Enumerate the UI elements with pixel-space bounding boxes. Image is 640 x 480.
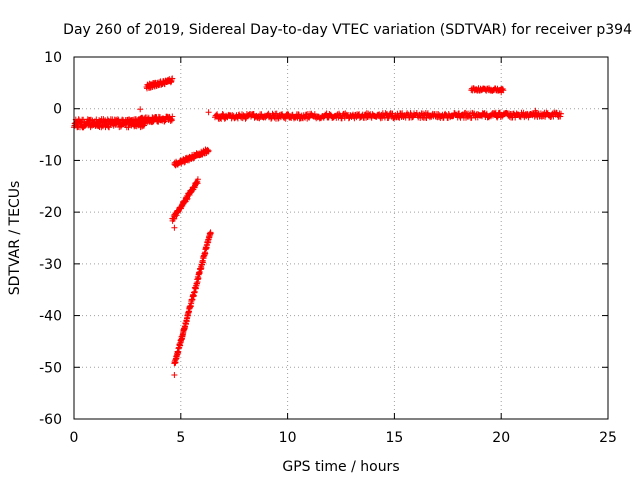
data-point [106,124,113,131]
x-tick-label: 20 [492,430,510,446]
outlier-point [171,224,178,231]
y-tick-label: -10 [39,153,62,169]
data-point [213,112,220,119]
outlier-point [205,109,212,116]
data-point [284,110,291,117]
outlier-point [171,372,178,378]
x-axis-label: GPS time / hours [282,459,399,475]
outlier-point [137,106,144,113]
data-point [557,113,564,120]
outlier-point [532,107,539,114]
data-point [494,114,501,121]
x-tick-label: 15 [385,430,403,446]
plot-frame [73,56,609,420]
y-tick-label: -30 [39,257,62,273]
data-point [219,111,226,117]
x-tick-label: 0 [70,430,79,446]
data-point [462,109,469,116]
data-point [558,110,564,117]
data-point [363,114,370,121]
chart-title: Day 260 of 2019, Sidereal Day-to-day VTE… [63,22,632,38]
y-tick-label: 0 [53,102,62,118]
data-point [169,113,176,120]
y-tick-label: -50 [39,360,62,376]
ticks: 0 5 10 15 20 25 -60 -50 -40 -30 -20 -10 0 10 [39,50,617,446]
data-point [207,230,214,237]
x-tick-label: 10 [279,430,297,446]
x-tick-label: 25 [599,430,617,446]
y-tick-label: -40 [39,309,62,325]
data-point [499,85,506,92]
y-axis-label: SDTVAR / TECUs [7,181,23,296]
data-point [338,115,345,122]
x-tick-label: 5 [176,430,185,446]
data-point [205,147,212,154]
y-tick-label: -20 [39,205,62,221]
data-point [256,115,263,122]
data-point [169,75,176,82]
y-tick-label: 10 [44,50,62,66]
data-points [71,75,564,378]
y-tick-label: -60 [39,412,62,428]
data-point [282,115,289,122]
data-point [194,176,201,183]
outlier-point [498,89,505,96]
